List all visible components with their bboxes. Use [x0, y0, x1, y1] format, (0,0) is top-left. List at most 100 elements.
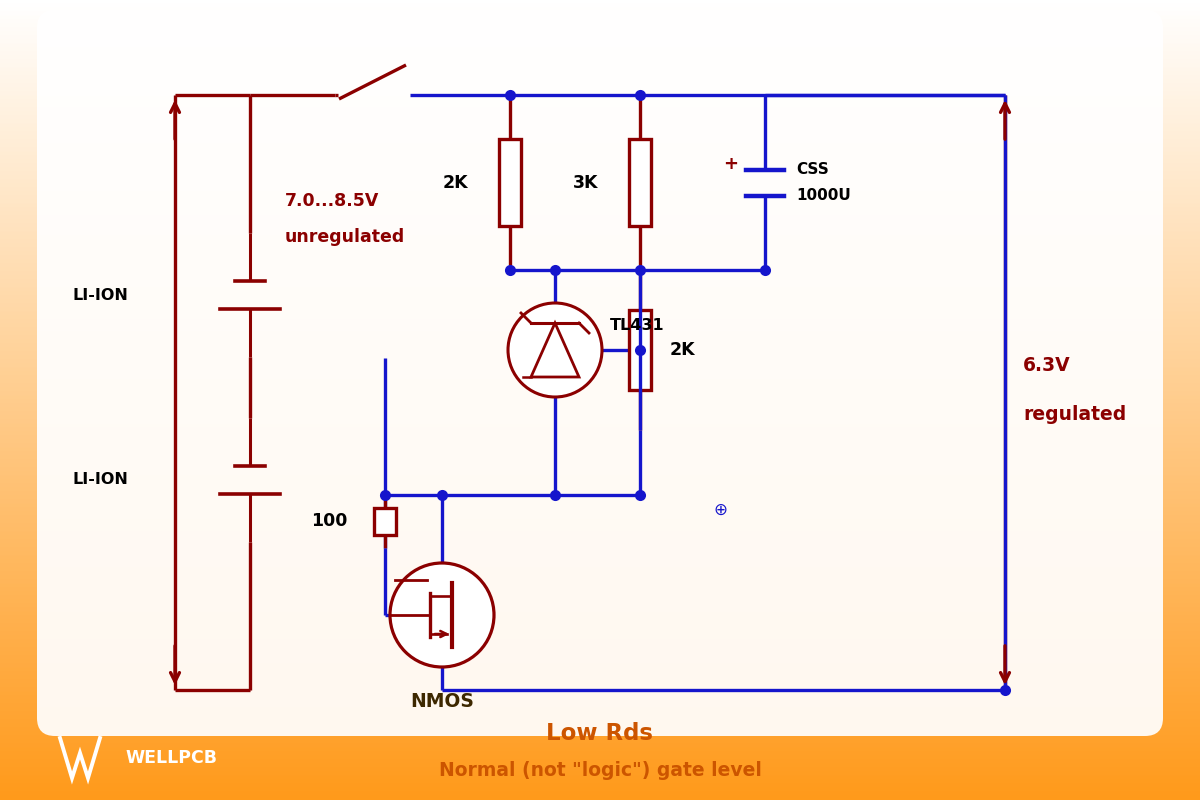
Bar: [0, 340, 1200, 344]
Bar: [0, 652, 1200, 656]
Text: Low Rds: Low Rds: [546, 722, 654, 745]
Bar: [0, 748, 1200, 752]
Bar: [0, 472, 1200, 476]
Bar: [0, 256, 1200, 260]
Bar: [0, 436, 1200, 440]
Bar: [0, 100, 1200, 104]
Bar: [0, 428, 1200, 432]
Bar: [0, 192, 1200, 196]
Bar: [0, 76, 1200, 80]
Bar: [0, 488, 1200, 492]
Bar: [0, 32, 1200, 36]
Bar: [0, 464, 1200, 468]
Bar: [0, 440, 1200, 444]
Bar: [0, 548, 1200, 552]
Bar: [0, 784, 1200, 788]
Text: LI-ION: LI-ION: [72, 473, 128, 487]
Bar: [0, 176, 1200, 180]
Bar: [0, 624, 1200, 628]
Bar: [0, 592, 1200, 596]
Bar: [0, 308, 1200, 312]
Bar: [0, 400, 1200, 404]
Bar: [0, 736, 1200, 740]
Bar: [0, 484, 1200, 488]
Bar: [0, 12, 1200, 16]
Bar: [0, 788, 1200, 792]
Bar: [0, 680, 1200, 684]
Bar: [0, 244, 1200, 248]
Bar: [0, 524, 1200, 528]
Bar: [0, 268, 1200, 272]
Circle shape: [390, 563, 494, 667]
Bar: [0, 420, 1200, 424]
Bar: [0, 520, 1200, 524]
Bar: [0, 612, 1200, 616]
Bar: [0, 376, 1200, 380]
Text: 6.3V: 6.3V: [1022, 355, 1070, 374]
Bar: [0, 688, 1200, 692]
Bar: [0, 248, 1200, 252]
Bar: [0, 204, 1200, 208]
Bar: [0, 56, 1200, 60]
Bar: [0, 468, 1200, 472]
Bar: [0, 544, 1200, 548]
Bar: [629, 138, 650, 226]
Bar: [0, 516, 1200, 520]
Bar: [0, 404, 1200, 408]
Bar: [0, 352, 1200, 356]
Bar: [0, 104, 1200, 108]
Bar: [0, 512, 1200, 516]
Bar: [0, 664, 1200, 668]
Bar: [0, 776, 1200, 780]
Bar: [0, 92, 1200, 96]
Bar: [0, 716, 1200, 720]
Bar: [0, 88, 1200, 92]
Bar: [0, 4, 1200, 8]
Bar: [0, 740, 1200, 744]
Bar: [0, 772, 1200, 776]
Bar: [0, 636, 1200, 640]
Bar: [0, 432, 1200, 436]
Bar: [0, 720, 1200, 724]
Bar: [0, 208, 1200, 212]
Bar: [0, 264, 1200, 268]
Bar: [0, 228, 1200, 232]
FancyBboxPatch shape: [37, 10, 1163, 736]
Bar: [0, 144, 1200, 148]
Bar: [0, 280, 1200, 284]
Bar: [0, 156, 1200, 160]
Text: +: +: [722, 154, 738, 173]
Bar: [0, 684, 1200, 688]
Bar: [0, 672, 1200, 676]
Bar: [0, 216, 1200, 220]
Bar: [0, 536, 1200, 540]
Bar: [0, 760, 1200, 764]
Bar: [0, 392, 1200, 396]
Text: NMOS: NMOS: [410, 692, 474, 711]
Bar: [0, 756, 1200, 760]
Bar: [0, 304, 1200, 308]
Text: regulated: regulated: [1022, 406, 1127, 425]
Bar: [0, 232, 1200, 236]
Bar: [0, 296, 1200, 300]
Bar: [0, 620, 1200, 624]
Text: Normal (not "logic") gate level: Normal (not "logic") gate level: [438, 761, 762, 779]
Bar: [0, 336, 1200, 340]
Bar: [0, 360, 1200, 364]
Bar: [0, 616, 1200, 620]
Bar: [0, 184, 1200, 188]
Bar: [0, 712, 1200, 716]
Circle shape: [508, 303, 602, 397]
Bar: [0, 300, 1200, 304]
Bar: [0, 456, 1200, 460]
Bar: [0, 656, 1200, 660]
Text: 1000U: 1000U: [796, 188, 851, 203]
Bar: [0, 380, 1200, 384]
Text: CSS: CSS: [796, 162, 829, 177]
Bar: [0, 384, 1200, 388]
Bar: [0, 604, 1200, 608]
Bar: [0, 292, 1200, 296]
Bar: [0, 112, 1200, 116]
Bar: [0, 448, 1200, 452]
Bar: [0, 96, 1200, 100]
